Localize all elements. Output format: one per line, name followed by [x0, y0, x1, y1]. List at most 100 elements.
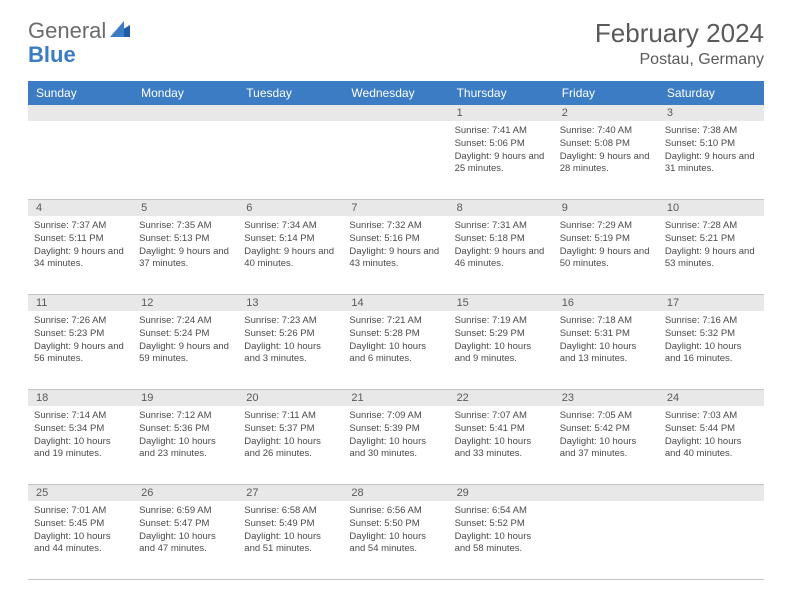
sunrise-text: Sunrise: 7:14 AM [34, 410, 127, 423]
day-number: 2 [554, 105, 659, 121]
day-number-row: 11121314151617 [28, 295, 764, 311]
day-number-row: 45678910 [28, 200, 764, 216]
daylight-text: Daylight: 10 hours and 58 minutes. [455, 531, 548, 557]
day-cell: Sunrise: 7:01 AMSunset: 5:45 PMDaylight:… [28, 501, 133, 579]
day-number: 12 [133, 295, 238, 311]
day-info: Sunrise: 7:09 AMSunset: 5:39 PMDaylight:… [349, 410, 442, 461]
daylight-text: Daylight: 9 hours and 56 minutes. [34, 341, 127, 367]
day-cell: Sunrise: 7:14 AMSunset: 5:34 PMDaylight:… [28, 406, 133, 484]
daylight-text: Daylight: 9 hours and 50 minutes. [560, 246, 653, 272]
day-number: 25 [28, 485, 133, 501]
day-number [343, 105, 448, 121]
sunrise-text: Sunrise: 7:35 AM [139, 220, 232, 233]
day-info: Sunrise: 6:54 AMSunset: 5:52 PMDaylight:… [455, 505, 548, 556]
sunrise-text: Sunrise: 7:31 AM [455, 220, 548, 233]
day-cell: Sunrise: 7:35 AMSunset: 5:13 PMDaylight:… [133, 216, 238, 294]
logo-word2: Blue [28, 42, 76, 67]
sunset-text: Sunset: 5:26 PM [244, 328, 337, 341]
daylight-text: Daylight: 10 hours and 47 minutes. [139, 531, 232, 557]
day-cell: Sunrise: 7:31 AMSunset: 5:18 PMDaylight:… [449, 216, 554, 294]
daylight-text: Daylight: 10 hours and 26 minutes. [244, 436, 337, 462]
daylight-text: Daylight: 9 hours and 59 minutes. [139, 341, 232, 367]
calendar-page: General February 2024 Postau, Germany Bl… [0, 0, 792, 598]
day-info: Sunrise: 7:28 AMSunset: 5:21 PMDaylight:… [665, 220, 758, 271]
day-number [659, 485, 764, 501]
logo-line2: Blue [28, 42, 76, 68]
week-row: Sunrise: 7:14 AMSunset: 5:34 PMDaylight:… [28, 406, 764, 485]
sunset-text: Sunset: 5:41 PM [455, 423, 548, 436]
day-info: Sunrise: 7:11 AMSunset: 5:37 PMDaylight:… [244, 410, 337, 461]
sunset-text: Sunset: 5:42 PM [560, 423, 653, 436]
weekday-header: Saturday [659, 81, 764, 105]
day-number: 20 [238, 390, 343, 406]
day-cell: Sunrise: 7:38 AMSunset: 5:10 PMDaylight:… [659, 121, 764, 199]
daylight-text: Daylight: 10 hours and 30 minutes. [349, 436, 442, 462]
daylight-text: Daylight: 10 hours and 9 minutes. [455, 341, 548, 367]
daylight-text: Daylight: 10 hours and 3 minutes. [244, 341, 337, 367]
sunset-text: Sunset: 5:50 PM [349, 518, 442, 531]
weeks-container: 123Sunrise: 7:41 AMSunset: 5:06 PMDaylig… [28, 105, 764, 580]
day-cell: Sunrise: 7:41 AMSunset: 5:06 PMDaylight:… [449, 121, 554, 199]
weekday-header-row: SundayMondayTuesdayWednesdayThursdayFrid… [28, 81, 764, 105]
sunrise-text: Sunrise: 7:09 AM [349, 410, 442, 423]
daylight-text: Daylight: 9 hours and 40 minutes. [244, 246, 337, 272]
sunset-text: Sunset: 5:14 PM [244, 233, 337, 246]
day-number: 15 [449, 295, 554, 311]
day-info: Sunrise: 7:41 AMSunset: 5:06 PMDaylight:… [455, 125, 548, 176]
day-info: Sunrise: 7:32 AMSunset: 5:16 PMDaylight:… [349, 220, 442, 271]
day-cell: Sunrise: 7:23 AMSunset: 5:26 PMDaylight:… [238, 311, 343, 389]
logo-word1: General [28, 18, 106, 44]
day-number: 9 [554, 200, 659, 216]
day-number: 21 [343, 390, 448, 406]
day-number [28, 105, 133, 121]
day-cell: Sunrise: 7:11 AMSunset: 5:37 PMDaylight:… [238, 406, 343, 484]
day-cell [659, 501, 764, 579]
sunrise-text: Sunrise: 7:21 AM [349, 315, 442, 328]
weekday-header: Thursday [449, 81, 554, 105]
day-info: Sunrise: 7:37 AMSunset: 5:11 PMDaylight:… [34, 220, 127, 271]
day-number: 18 [28, 390, 133, 406]
daylight-text: Daylight: 9 hours and 25 minutes. [455, 151, 548, 177]
sunrise-text: Sunrise: 7:41 AM [455, 125, 548, 138]
day-cell: Sunrise: 7:28 AMSunset: 5:21 PMDaylight:… [659, 216, 764, 294]
sunrise-text: Sunrise: 7:24 AM [139, 315, 232, 328]
day-number: 13 [238, 295, 343, 311]
sunset-text: Sunset: 5:13 PM [139, 233, 232, 246]
sunrise-text: Sunrise: 7:40 AM [560, 125, 653, 138]
day-cell: Sunrise: 7:34 AMSunset: 5:14 PMDaylight:… [238, 216, 343, 294]
day-number: 28 [343, 485, 448, 501]
daylight-text: Daylight: 10 hours and 54 minutes. [349, 531, 442, 557]
day-cell: Sunrise: 7:12 AMSunset: 5:36 PMDaylight:… [133, 406, 238, 484]
daylight-text: Daylight: 9 hours and 53 minutes. [665, 246, 758, 272]
sunset-text: Sunset: 5:37 PM [244, 423, 337, 436]
sunrise-text: Sunrise: 6:59 AM [139, 505, 232, 518]
day-info: Sunrise: 7:29 AMSunset: 5:19 PMDaylight:… [560, 220, 653, 271]
week-row: Sunrise: 7:41 AMSunset: 5:06 PMDaylight:… [28, 121, 764, 200]
day-number: 8 [449, 200, 554, 216]
day-number: 24 [659, 390, 764, 406]
day-info: Sunrise: 6:59 AMSunset: 5:47 PMDaylight:… [139, 505, 232, 556]
sunrise-text: Sunrise: 7:28 AM [665, 220, 758, 233]
sunrise-text: Sunrise: 7:26 AM [34, 315, 127, 328]
day-info: Sunrise: 7:03 AMSunset: 5:44 PMDaylight:… [665, 410, 758, 461]
sunset-text: Sunset: 5:24 PM [139, 328, 232, 341]
logo-triangle-icon [110, 21, 130, 42]
day-cell: Sunrise: 6:58 AMSunset: 5:49 PMDaylight:… [238, 501, 343, 579]
day-cell: Sunrise: 7:21 AMSunset: 5:28 PMDaylight:… [343, 311, 448, 389]
sunset-text: Sunset: 5:28 PM [349, 328, 442, 341]
daylight-text: Daylight: 9 hours and 28 minutes. [560, 151, 653, 177]
location: Postau, Germany [595, 51, 764, 69]
day-info: Sunrise: 7:16 AMSunset: 5:32 PMDaylight:… [665, 315, 758, 366]
day-info: Sunrise: 7:23 AMSunset: 5:26 PMDaylight:… [244, 315, 337, 366]
day-number: 23 [554, 390, 659, 406]
weekday-header: Monday [133, 81, 238, 105]
sunset-text: Sunset: 5:45 PM [34, 518, 127, 531]
sunset-text: Sunset: 5:21 PM [665, 233, 758, 246]
day-cell: Sunrise: 6:56 AMSunset: 5:50 PMDaylight:… [343, 501, 448, 579]
day-info: Sunrise: 7:24 AMSunset: 5:24 PMDaylight:… [139, 315, 232, 366]
sunset-text: Sunset: 5:31 PM [560, 328, 653, 341]
day-info: Sunrise: 7:34 AMSunset: 5:14 PMDaylight:… [244, 220, 337, 271]
day-number [238, 105, 343, 121]
sunrise-text: Sunrise: 7:29 AM [560, 220, 653, 233]
daylight-text: Daylight: 10 hours and 33 minutes. [455, 436, 548, 462]
